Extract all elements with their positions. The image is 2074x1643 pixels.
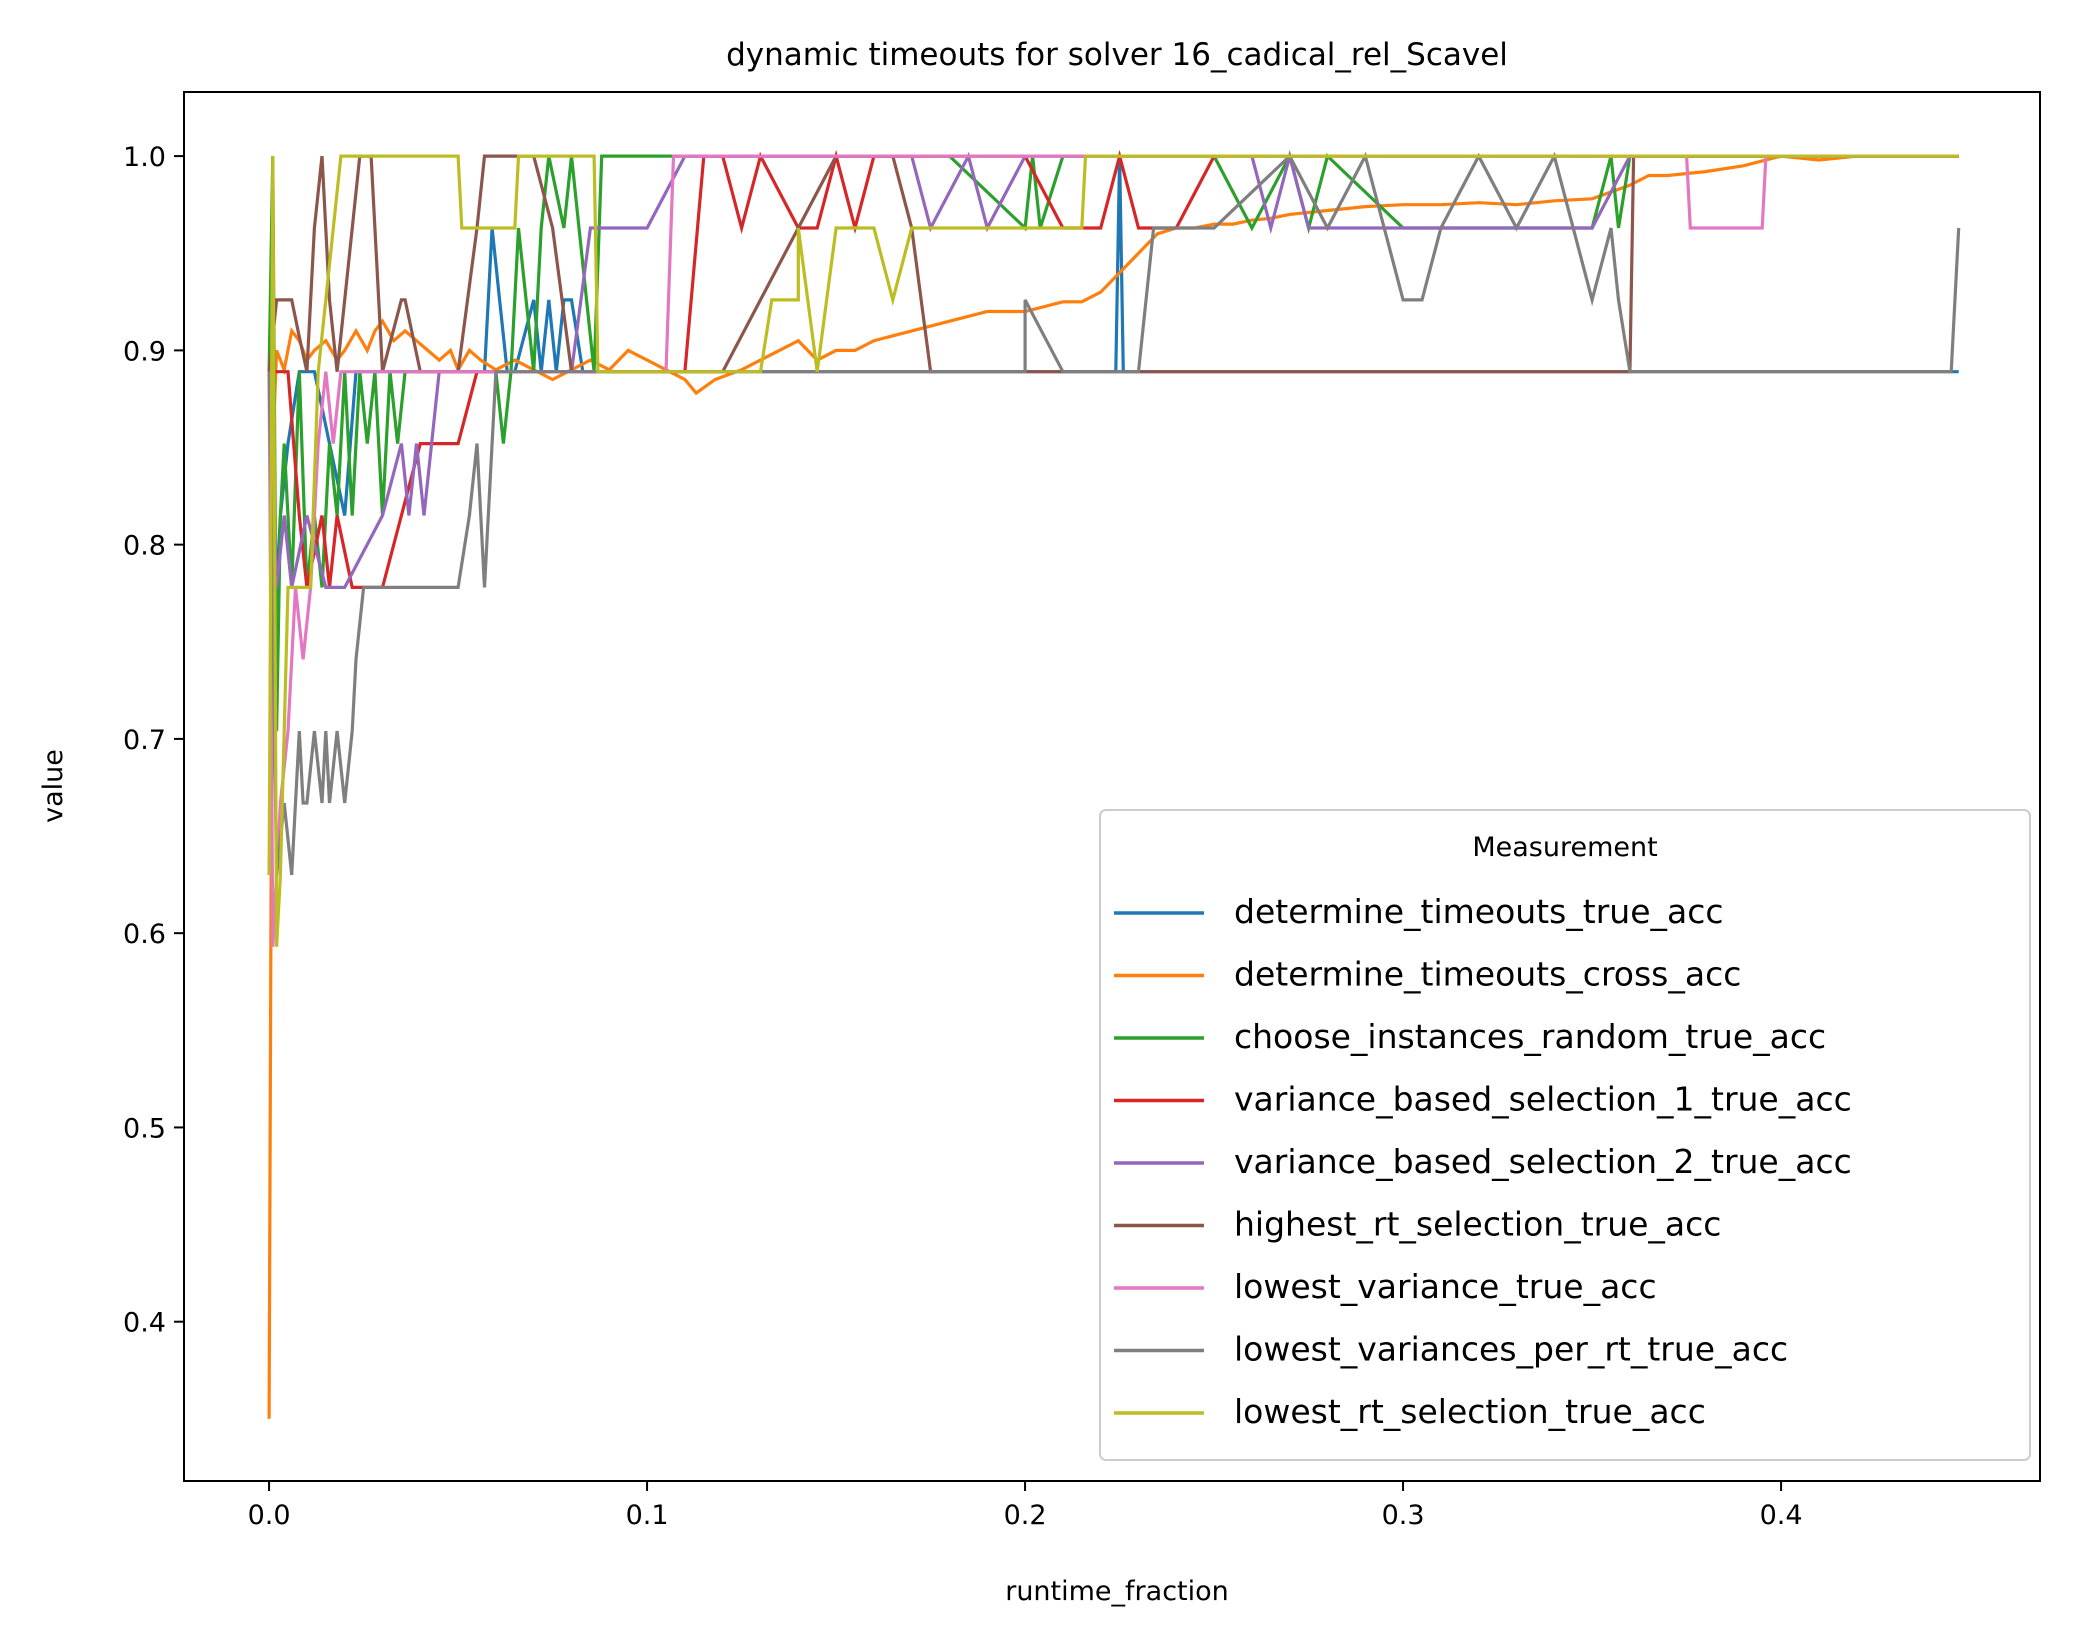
series-line-2 (267, 151, 1959, 732)
legend-label-7: lowest_variances_per_rt_true_acc (1234, 1330, 1788, 1369)
legend-label-6: lowest_variance_true_acc (1234, 1267, 1657, 1306)
chart-title: dynamic timeouts for solver 16_cadical_r… (726, 37, 1508, 73)
x-tick-label: 0.1 (626, 1500, 669, 1531)
series-line-1 (267, 154, 1959, 1419)
legend-title: Measurement (1472, 832, 1657, 863)
legend-label-4: variance_based_selection_2_true_acc (1234, 1142, 1852, 1181)
series-line-4 (267, 149, 1959, 590)
y-tick-label: 0.5 (123, 1113, 166, 1144)
y-tick-label: 0.7 (123, 725, 166, 756)
plot-lines (267, 149, 1961, 1419)
y-tick-label: 0.9 (123, 336, 166, 367)
y-tick-label: 0.8 (123, 531, 166, 562)
x-tick-label: 0.3 (1382, 1500, 1425, 1531)
x-tick-label: 0.4 (1760, 1500, 1803, 1531)
y-axis-label: value (38, 749, 69, 823)
legend-frame (1099, 809, 2031, 1461)
plot-frame (183, 91, 2041, 1482)
series-line-7 (267, 151, 1961, 876)
legend-label-3: variance_based_selection_1_true_acc (1234, 1080, 1852, 1119)
x-axis-label: runtime_fraction (1005, 1576, 1229, 1607)
legend-label-0: determine_timeouts_true_acc (1234, 892, 1724, 931)
y-axis: 0.4 0.5 0.6 0.7 0.8 0.9 1.0 (123, 142, 184, 1339)
legend-label-5: highest_rt_selection_true_acc (1234, 1205, 1721, 1244)
series-line-8 (267, 154, 1959, 947)
legend: Measurement determine_timeouts_true_accd… (1099, 809, 2031, 1461)
legend-label-1: determine_timeouts_cross_acc (1234, 955, 1741, 994)
x-tick-label: 0.2 (1004, 1500, 1047, 1531)
legend-label-8: lowest_rt_selection_true_acc (1234, 1392, 1706, 1431)
y-tick-label: 1.0 (123, 142, 166, 173)
legend-label-2: choose_instances_random_true_acc (1234, 1017, 1826, 1056)
x-axis: 0.0 0.1 0.2 0.3 0.4 (248, 1481, 1803, 1531)
y-tick-label: 0.6 (123, 919, 166, 950)
x-tick-label: 0.0 (248, 1500, 291, 1531)
legend-entries: determine_timeouts_true_acc determine_tim… (1114, 892, 1852, 1431)
y-tick-label: 0.4 (123, 1308, 166, 1339)
